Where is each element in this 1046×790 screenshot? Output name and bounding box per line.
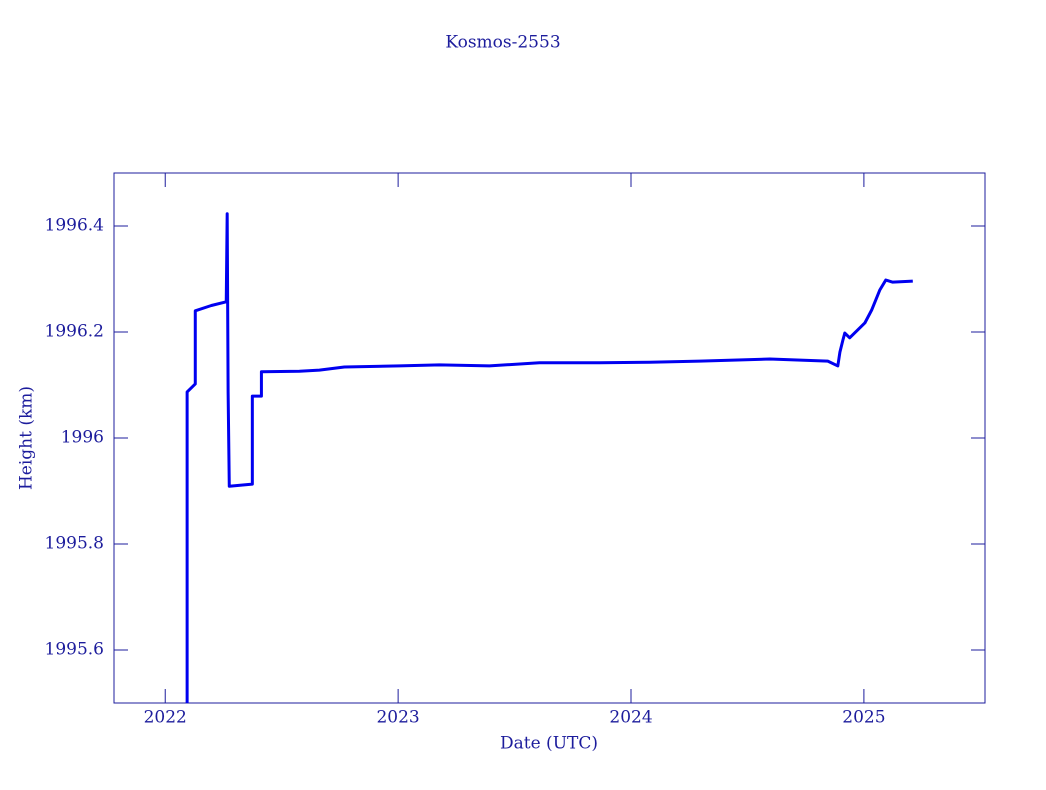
x-tick-label: 2022 bbox=[144, 708, 187, 728]
y-tick-label: 1995.6 bbox=[45, 640, 104, 660]
x-tick-label: 2025 bbox=[842, 708, 885, 728]
y-tick-label: 1996 bbox=[61, 428, 104, 448]
y-tick-label: 1996.2 bbox=[45, 322, 104, 342]
x-tick-label: 2023 bbox=[376, 708, 419, 728]
y-tick-label: 1996.4 bbox=[45, 216, 104, 236]
data-line bbox=[185, 212, 913, 703]
chart-title: Kosmos-2553 bbox=[445, 33, 560, 53]
plot-frame bbox=[113, 172, 986, 704]
x-tick-label: 2024 bbox=[609, 708, 652, 728]
y-axis-label: Height (km) bbox=[17, 386, 37, 490]
y-tick-label: 1995.8 bbox=[45, 534, 104, 554]
x-axis-label: Date (UTC) bbox=[500, 734, 598, 754]
